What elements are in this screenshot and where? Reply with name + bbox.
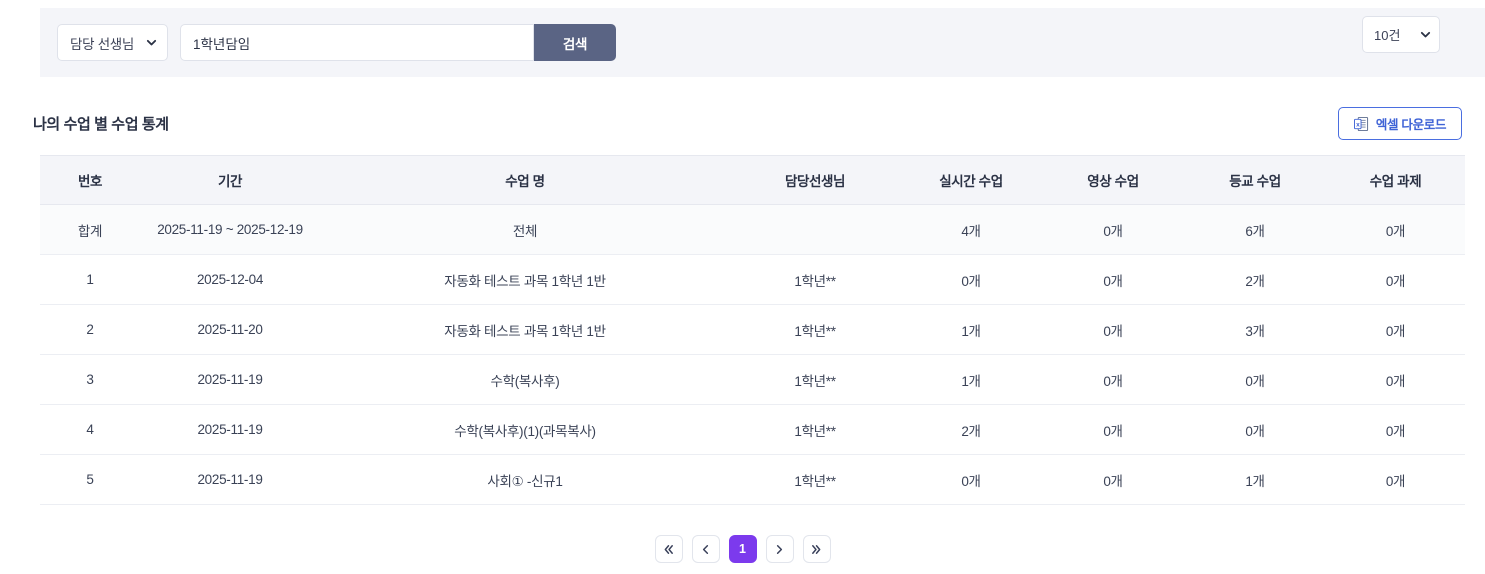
statistics-table: 번호 기간 수업 명 담당선생님 실시간 수업 영상 수업 등교 수업 수업 과…: [40, 155, 1465, 505]
search-filter-bar: 담당 선생님 검색: [40, 8, 1485, 77]
column-header-task: 수업 과제: [1326, 155, 1465, 205]
pagination: 1: [0, 535, 1485, 563]
cell-video: 0개: [1042, 404, 1184, 455]
cell-video: 0개: [1042, 254, 1184, 305]
excel-download-label: 엑셀 다운로드: [1375, 118, 1447, 132]
summary-teacher: [730, 204, 900, 255]
search-input[interactable]: [180, 24, 534, 61]
pagination-page-1[interactable]: 1: [728, 535, 757, 563]
cell-no: 5: [40, 454, 140, 505]
summary-task: 0개: [1326, 204, 1465, 255]
pagination-next-button[interactable]: [765, 535, 794, 563]
cell-school: 2개: [1184, 254, 1326, 305]
table-row[interactable]: 5 2025-11-19 사회① -신규1 1학년** 0개 0개 1개 0개: [40, 454, 1465, 505]
cell-teacher: 1학년**: [730, 354, 900, 405]
cell-term: 2025-11-19: [140, 454, 320, 505]
chevron-down-icon: [1420, 29, 1431, 40]
double-chevron-right-icon: [810, 543, 823, 556]
cell-name: 사회① -신규1: [320, 454, 730, 505]
cell-task: 0개: [1326, 304, 1465, 355]
cell-school: 0개: [1184, 404, 1326, 455]
summary-name: 전체: [320, 204, 730, 255]
cell-no: 4: [40, 404, 140, 455]
cell-term: 2025-11-19: [140, 354, 320, 405]
summary-school: 6개: [1184, 204, 1326, 255]
statistics-table-wrapper: 번호 기간 수업 명 담당선생님 실시간 수업 영상 수업 등교 수업 수업 과…: [40, 155, 1465, 505]
excel-file-icon: x: [1353, 116, 1369, 132]
chevron-down-icon: [146, 37, 157, 48]
summary-no: 합계: [40, 204, 140, 255]
cell-task: 0개: [1326, 454, 1465, 505]
cell-video: 0개: [1042, 454, 1184, 505]
column-header-term: 기간: [140, 155, 320, 205]
cell-teacher: 1학년**: [730, 454, 900, 505]
teacher-filter-value: 담당 선생님: [70, 36, 135, 52]
cell-teacher: 1학년**: [730, 304, 900, 355]
cell-no: 3: [40, 354, 140, 405]
table-header-row: 번호 기간 수업 명 담당선생님 실시간 수업 영상 수업 등교 수업 수업 과…: [40, 155, 1465, 205]
cell-term: 2025-12-04: [140, 254, 320, 305]
page-size-value: 10건: [1374, 28, 1401, 43]
cell-task: 0개: [1326, 354, 1465, 405]
cell-video: 0개: [1042, 354, 1184, 405]
cell-live: 1개: [900, 354, 1042, 405]
svg-text:x: x: [1356, 121, 1360, 128]
pagination-last-button[interactable]: [802, 535, 831, 563]
cell-video: 0개: [1042, 304, 1184, 355]
search-button[interactable]: 검색: [534, 24, 616, 61]
column-header-no: 번호: [40, 155, 140, 205]
column-header-teacher: 담당선생님: [730, 155, 900, 205]
pagination-first-button[interactable]: [654, 535, 683, 563]
cell-teacher: 1학년**: [730, 404, 900, 455]
table-row[interactable]: 3 2025-11-19 수학(복사후) 1학년** 1개 0개 0개 0개: [40, 354, 1465, 405]
chevron-left-icon: [699, 543, 712, 556]
cell-term: 2025-11-20: [140, 304, 320, 355]
pagination-prev-button[interactable]: [691, 535, 720, 563]
cell-school: 3개: [1184, 304, 1326, 355]
cell-live: 0개: [900, 454, 1042, 505]
summary-live: 4개: [900, 204, 1042, 255]
table-row[interactable]: 1 2025-12-04 자동화 테스트 과목 1학년 1반 1학년** 0개 …: [40, 254, 1465, 305]
cell-school: 0개: [1184, 354, 1326, 405]
summary-video: 0개: [1042, 204, 1184, 255]
cell-live: 0개: [900, 254, 1042, 305]
page-size-select[interactable]: 10건: [1362, 16, 1440, 53]
chevron-right-icon: [773, 543, 786, 556]
cell-name: 자동화 테스트 과목 1학년 1반: [320, 304, 730, 355]
double-chevron-left-icon: [662, 543, 675, 556]
teacher-filter-select[interactable]: 담당 선생님: [57, 24, 168, 61]
cell-task: 0개: [1326, 254, 1465, 305]
cell-name: 자동화 테스트 과목 1학년 1반: [320, 254, 730, 305]
table-row[interactable]: 2 2025-11-20 자동화 테스트 과목 1학년 1반 1학년** 1개 …: [40, 304, 1465, 355]
cell-term: 2025-11-19: [140, 404, 320, 455]
table-row[interactable]: 4 2025-11-19 수학(복사후)(1)(과목복사) 1학년** 2개 0…: [40, 404, 1465, 455]
cell-no: 1: [40, 254, 140, 305]
column-header-live: 실시간 수업: [900, 155, 1042, 205]
cell-live: 2개: [900, 404, 1042, 455]
page-title: 나의 수업 별 수업 통계: [33, 116, 169, 133]
cell-school: 1개: [1184, 454, 1326, 505]
excel-download-button[interactable]: x 엑셀 다운로드: [1338, 107, 1462, 140]
cell-teacher: 1학년**: [730, 254, 900, 305]
column-header-name: 수업 명: [320, 155, 730, 205]
table-summary-row: 합계 2025-11-19 ~ 2025-12-19 전체 4개 0개 6개 0…: [40, 204, 1465, 255]
cell-live: 1개: [900, 304, 1042, 355]
column-header-school: 등교 수업: [1184, 155, 1326, 205]
column-header-video: 영상 수업: [1042, 155, 1184, 205]
cell-name: 수학(복사후): [320, 354, 730, 405]
table-body: 합계 2025-11-19 ~ 2025-12-19 전체 4개 0개 6개 0…: [40, 204, 1465, 505]
table-head: 번호 기간 수업 명 담당선생님 실시간 수업 영상 수업 등교 수업 수업 과…: [40, 155, 1465, 205]
cell-no: 2: [40, 304, 140, 355]
cell-task: 0개: [1326, 404, 1465, 455]
summary-term: 2025-11-19 ~ 2025-12-19: [140, 204, 320, 255]
cell-name: 수학(복사후)(1)(과목복사): [320, 404, 730, 455]
